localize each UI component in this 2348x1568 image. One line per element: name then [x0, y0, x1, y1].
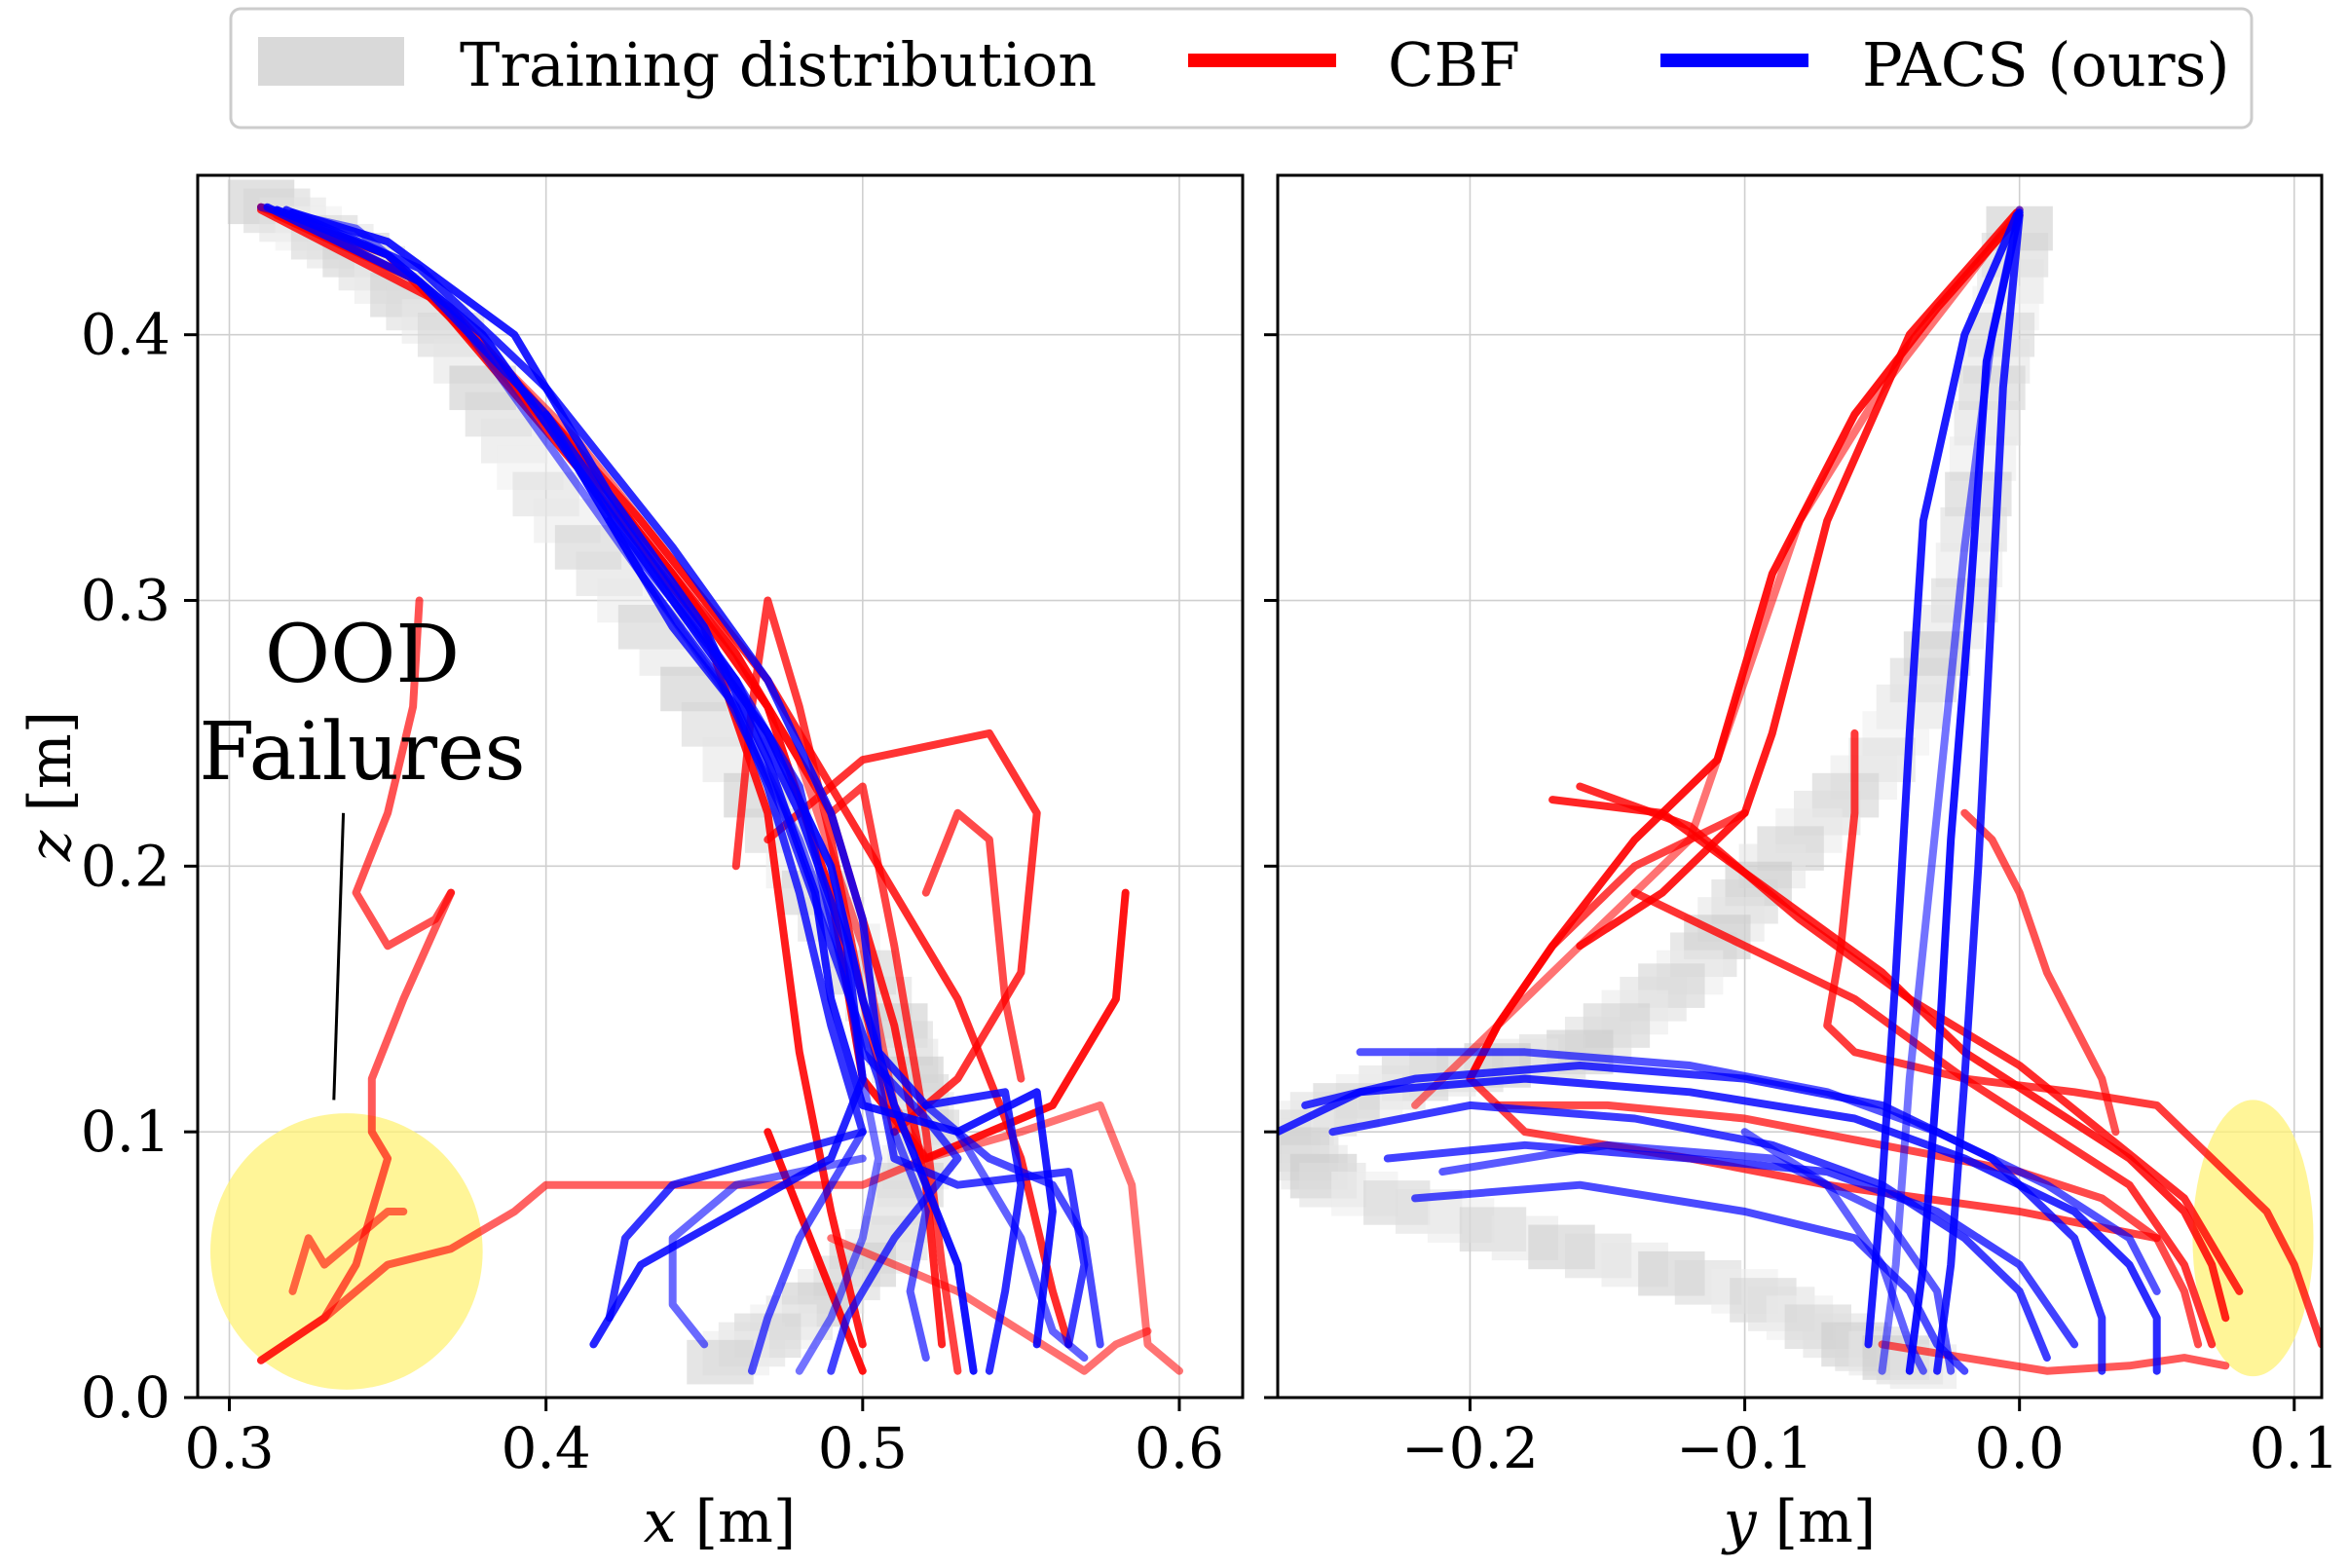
left-ytick-label-0: 0.0 [81, 1364, 170, 1431]
right-pacs-line-10 [1356, 1048, 2161, 1295]
right-x-ticks: −0.2 −0.1 0.0 0.1 [1401, 1398, 2339, 1481]
legend-label-cbf: CBF [1388, 29, 1520, 100]
left-pacs-line-8 [605, 516, 962, 1375]
right-cbf-line-6 [1630, 888, 2217, 1349]
left-pacs-line-11 [890, 1128, 930, 1363]
left-cbf-line-6 [764, 728, 1041, 1137]
right-cbf-line-7 [1823, 728, 2322, 1349]
left-x-axis-var: x [644, 1488, 677, 1556]
left-pacs-line-7 [574, 464, 1089, 1349]
left-pacs-line-13 [668, 1154, 867, 1349]
left-y-axis-unit: [m] [17, 711, 85, 831]
ood-annotation-line1: OOD [265, 609, 460, 701]
legend-label-pacs: PACS (ours) [1862, 29, 2230, 100]
left-pacs-line-5 [282, 205, 1025, 1375]
left-xtick-label-3: 0.6 [1135, 1415, 1224, 1481]
left-axes-frame [196, 173, 1245, 1400]
right-axes-frame [1276, 173, 2324, 1400]
right-pacs-line-5 [1278, 1074, 2161, 1375]
left-training-cell-59 [687, 1339, 754, 1385]
left-ytick-label-3: 0.3 [81, 568, 170, 634]
left-ytick-label-1: 0.1 [81, 1099, 170, 1165]
left-cbf-line-14 [827, 1234, 1152, 1375]
legend-label-training: Training distribution [460, 29, 1097, 100]
left-y-axis-var: z [17, 830, 85, 862]
right-cbf-line-3 [1576, 208, 2021, 951]
left-pacs-line-12 [953, 1128, 1089, 1363]
left-ood-region [210, 1113, 483, 1390]
ood-annotation-pointer [332, 812, 346, 1101]
right-pacs-line-12 [1740, 1128, 1927, 1375]
ood-annotation-line2: Failures [199, 706, 525, 799]
ood-annotation: OOD Failures [199, 609, 526, 1101]
left-xtick-label-0: 0.3 [184, 1415, 274, 1481]
left-xtick-label-1: 0.4 [502, 1415, 591, 1481]
left-x-ticks: 0.3 0.4 0.5 0.6 [184, 1398, 1224, 1481]
left-x-axis-unit: [m] [677, 1488, 797, 1556]
left-pacs-series [257, 203, 1104, 1375]
right-x-axis-unit: [m] [1757, 1488, 1877, 1556]
right-pacs-series [1278, 205, 2161, 1375]
left-ytick-label-4: 0.4 [81, 302, 170, 368]
right-pacs-line-9 [1411, 1180, 1969, 1375]
right-pacs-line-7 [1328, 1101, 2051, 1363]
right-x-axis-var: y [1721, 1488, 1758, 1556]
right-xtick-label-0: −0.2 [1401, 1415, 1539, 1481]
left-cbf-line-9 [921, 808, 1025, 1083]
left-pacs-line-10 [748, 1128, 867, 1375]
right-x-axis-label: y [m] [1721, 1488, 1877, 1556]
right-cbf-line-10 [1960, 808, 2120, 1137]
right-pacs-line-8 [1383, 1140, 2079, 1349]
right-xtick-label-1: −0.1 [1676, 1415, 1813, 1481]
left-pacs-line-6 [541, 410, 867, 1323]
left-xtick-label-2: 0.5 [818, 1415, 908, 1481]
right-xtick-label-3: 0.1 [2250, 1415, 2339, 1481]
left-ytick-label-2: 0.2 [81, 833, 170, 899]
left-pacs-line-9 [921, 1101, 1104, 1349]
legend: Training distribution CBF PACS (ours) [229, 7, 2254, 130]
right-xtick-label-2: 0.0 [1975, 1415, 2065, 1481]
right-pacs-line-6 [1301, 1062, 2106, 1375]
left-ood-ellipse [210, 1113, 483, 1390]
left-cbf-line-13 [288, 1208, 408, 1295]
left-y-axis-label: z [m] [17, 711, 85, 862]
left-x-axis-label: x [m] [644, 1488, 797, 1556]
panel-left: 0.3 0.4 0.5 0.6 0.0 0.1 0.2 0.3 0.4 x [m] z [m]… [17, 173, 1245, 1556]
right-pacs-line-4 [1933, 210, 2024, 1375]
left-cbf-line-11 [257, 888, 456, 1364]
left-y-ticks: 0.0 0.1 0.2 0.3 0.4 [81, 302, 198, 1431]
legend-frame [229, 7, 2254, 130]
right-y-ticks [1264, 333, 1278, 1400]
panel-right: −0.2 −0.1 0.0 0.1 y [m] [1264, 173, 2339, 1556]
legend-swatch-training [258, 37, 404, 86]
